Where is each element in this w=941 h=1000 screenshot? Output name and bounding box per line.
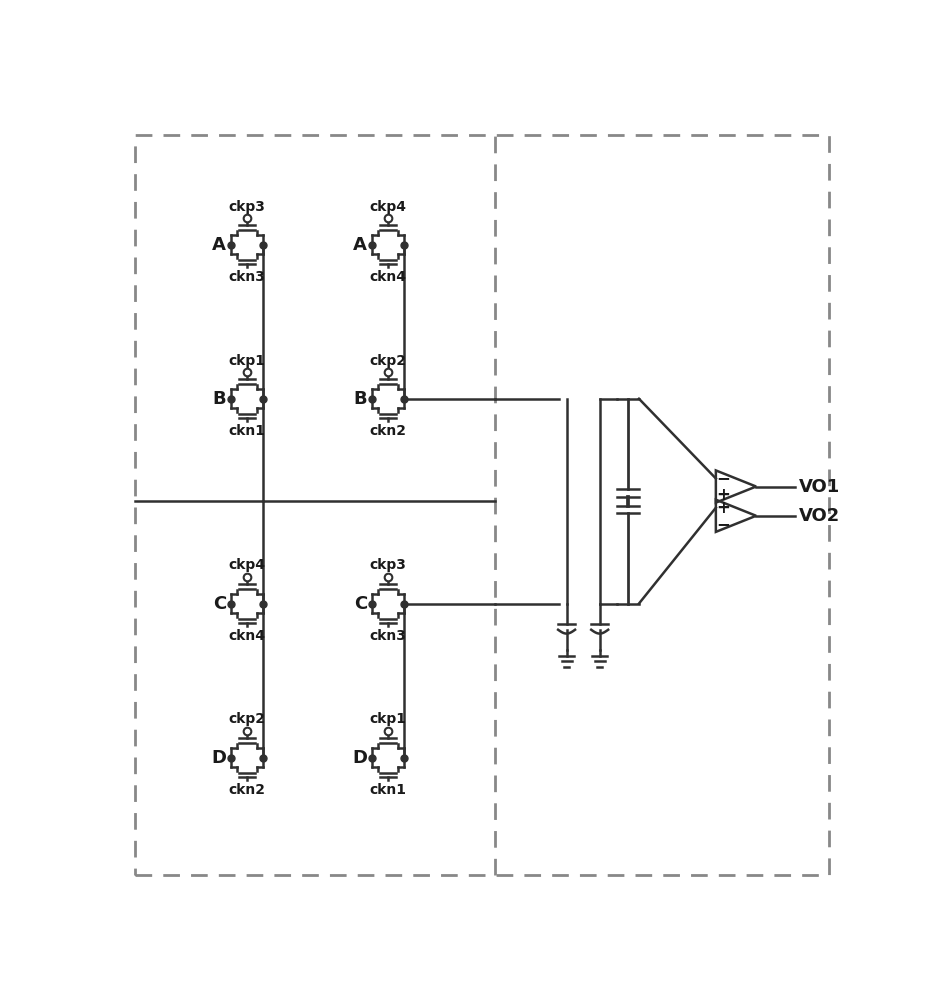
- Text: ckn1: ckn1: [229, 424, 265, 438]
- Text: ckn2: ckn2: [229, 783, 265, 797]
- Text: +: +: [717, 499, 730, 517]
- Text: ckp1: ckp1: [370, 712, 407, 726]
- Text: B: B: [213, 390, 226, 408]
- Text: −: −: [717, 515, 730, 533]
- Text: ckp4: ckp4: [370, 200, 407, 214]
- Text: VO1: VO1: [799, 478, 839, 496]
- Text: ckn1: ckn1: [370, 783, 407, 797]
- Text: ckn3: ckn3: [370, 629, 407, 643]
- Text: ckp2: ckp2: [229, 712, 265, 726]
- Text: A: A: [353, 236, 367, 254]
- Text: +: +: [717, 486, 730, 504]
- Text: ckp2: ckp2: [370, 354, 407, 368]
- Text: ckp4: ckp4: [229, 558, 265, 572]
- Text: ckn3: ckn3: [229, 270, 265, 284]
- Text: ckn2: ckn2: [370, 424, 407, 438]
- Text: A: A: [213, 236, 226, 254]
- Text: ckp3: ckp3: [370, 558, 407, 572]
- Text: D: D: [211, 749, 226, 767]
- Text: −: −: [717, 469, 730, 487]
- Text: C: C: [354, 595, 367, 613]
- Text: ckp3: ckp3: [229, 200, 265, 214]
- Text: ckn4: ckn4: [229, 629, 265, 643]
- Text: VO2: VO2: [799, 507, 839, 525]
- Text: ckp1: ckp1: [229, 354, 265, 368]
- Text: D: D: [352, 749, 367, 767]
- Text: C: C: [213, 595, 226, 613]
- Text: ckn4: ckn4: [370, 270, 407, 284]
- Text: B: B: [354, 390, 367, 408]
